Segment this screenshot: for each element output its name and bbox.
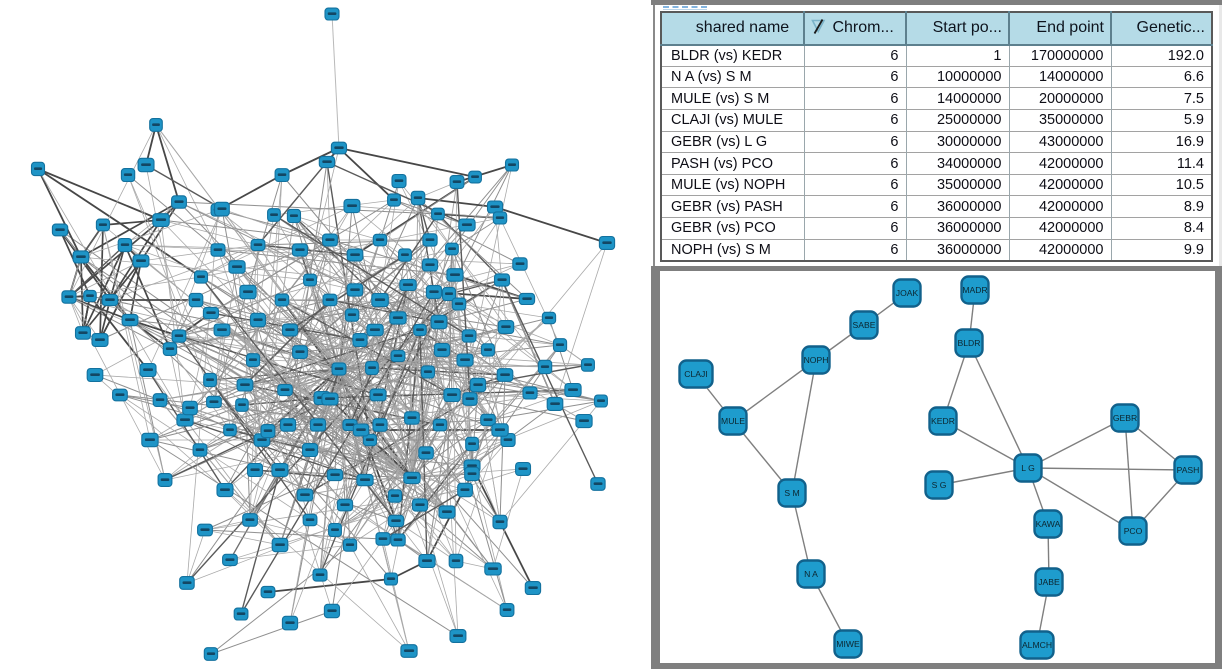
svg-text:MULE: MULE [721,416,745,426]
svg-text:ALMCH: ALMCH [1022,640,1052,650]
svg-text:JABE: JABE [1038,577,1060,587]
svg-text:JOAK: JOAK [896,288,919,298]
svg-text:NOPH: NOPH [804,355,829,365]
svg-text:GEBR: GEBR [1113,413,1137,423]
svg-text:PCO: PCO [1124,526,1143,536]
svg-text:BLDR: BLDR [958,338,981,348]
svg-text:MIWE: MIWE [836,639,860,649]
svg-text:PASH: PASH [1177,465,1200,475]
svg-text:KAWA: KAWA [1036,519,1061,529]
svg-text:S M: S M [784,488,799,498]
svg-text:KEDR: KEDR [931,416,955,426]
svg-text:SABE: SABE [853,320,876,330]
svg-text:L G: L G [1021,463,1035,473]
svg-text:CLAJI: CLAJI [684,369,707,379]
svg-text:MADR: MADR [962,285,987,295]
svg-text:N A: N A [804,569,818,579]
svg-text:S G: S G [932,480,947,490]
